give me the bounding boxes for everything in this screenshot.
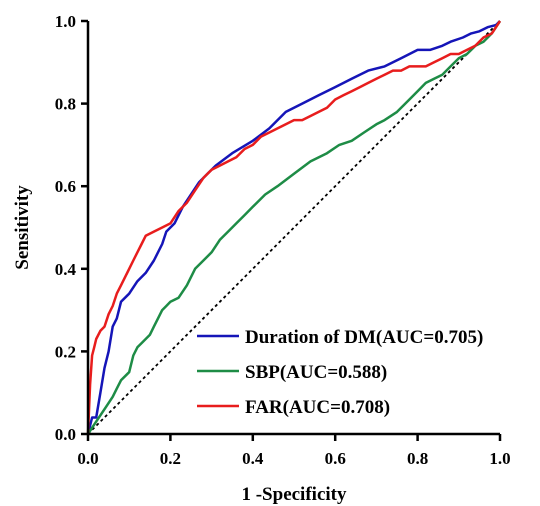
axes-layer xyxy=(86,21,500,436)
series-line-0 xyxy=(86,20,501,435)
y-tick-label: 0.0 xyxy=(55,425,76,444)
y-tick-label: 0.2 xyxy=(55,342,76,361)
legend: Duration of DM(AUC=0.705) SBP(AUC=0.588) F… xyxy=(197,327,483,418)
x-tick-label: 0.6 xyxy=(325,449,346,468)
series-line-1 xyxy=(86,20,502,435)
x-tick-label: 0.0 xyxy=(77,449,98,468)
y-tick-label: 0.6 xyxy=(55,177,76,196)
legend-label-1: SBP(AUC=0.588) xyxy=(245,362,387,383)
reference-diagonal-line xyxy=(87,20,501,435)
x-ticks: 0.0 0.2 0.4 0.6 0.8 1.0 xyxy=(77,434,511,468)
x-tick-label: 0.2 xyxy=(160,449,181,468)
x-axis-label: 1 -Specificity xyxy=(241,484,347,505)
y-ticks: 0.0 0.2 0.4 0.6 0.8 1.0 xyxy=(55,12,88,444)
y-tick-label: 0.8 xyxy=(55,95,76,114)
series-line-2 xyxy=(86,20,502,435)
y-tick-label: 1.0 xyxy=(55,12,76,31)
legend-label-2: FAR(AUC=0.708) xyxy=(245,397,390,418)
y-tick-label: 0.4 xyxy=(55,260,77,279)
legend-label-0: Duration of DM(AUC=0.705) xyxy=(245,327,483,348)
y-axis-label: Sensitivity xyxy=(12,185,33,270)
x-tick-label: 1.0 xyxy=(489,449,510,468)
series-layer xyxy=(86,20,502,435)
x-tick-label: 0.8 xyxy=(407,449,428,468)
x-tick-label: 0.4 xyxy=(242,449,264,468)
reference-layer xyxy=(87,20,501,435)
